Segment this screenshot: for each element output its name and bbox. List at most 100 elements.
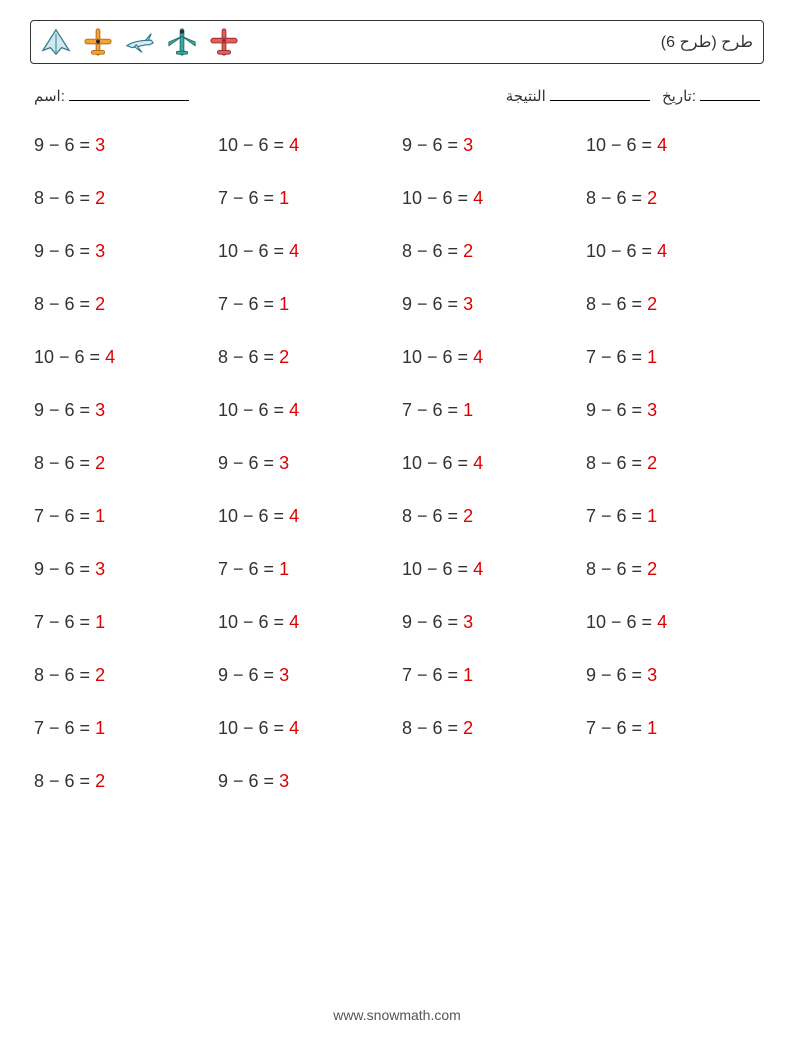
equation-text: 7 − 6 = bbox=[586, 347, 647, 367]
equation-text: 8 − 6 = bbox=[586, 559, 647, 579]
equation-text: 10 − 6 = bbox=[402, 559, 473, 579]
equation-cell: 10 − 6 = 4 bbox=[402, 559, 576, 580]
equation-text: 9 − 6 = bbox=[402, 612, 463, 632]
problem-grid: 9 − 6 = 3 10 − 6 = 4 9 − 6 = 3 10 − 6 = 4 8 … bbox=[30, 135, 764, 792]
equation-text: 7 − 6 = bbox=[218, 188, 279, 208]
equation-text: 8 − 6 = bbox=[586, 188, 647, 208]
equation-answer: 4 bbox=[289, 718, 299, 738]
equation-cell: 10 − 6 = 4 bbox=[586, 135, 760, 156]
equation-cell: 8 − 6 = 2 bbox=[34, 294, 208, 315]
equation-text: 9 − 6 = bbox=[402, 294, 463, 314]
plane-top-red-icon bbox=[209, 27, 239, 57]
equation-text: 10 − 6 = bbox=[402, 347, 473, 367]
equation-text: 9 − 6 = bbox=[218, 453, 279, 473]
footer-url: www.snowmath.com bbox=[0, 1007, 794, 1023]
equation-text: 8 − 6 = bbox=[402, 506, 463, 526]
equation-answer: 4 bbox=[473, 559, 483, 579]
equation-text: 10 − 6 = bbox=[402, 188, 473, 208]
equation-cell: 7 − 6 = 1 bbox=[586, 347, 760, 368]
equation-text: 10 − 6 = bbox=[218, 506, 289, 526]
equation-answer: 3 bbox=[279, 453, 289, 473]
equation-cell: 9 − 6 = 3 bbox=[586, 665, 760, 686]
equation-answer: 2 bbox=[463, 241, 473, 261]
equation-cell: 7 − 6 = 1 bbox=[586, 506, 760, 527]
equation-cell: 8 − 6 = 2 bbox=[218, 347, 392, 368]
meta-row: اسم: النتيجة تاريخ: bbox=[34, 86, 760, 105]
equation-text: 9 − 6 = bbox=[218, 665, 279, 685]
equation-cell: 7 − 6 = 1 bbox=[402, 400, 576, 421]
equation-text: 9 − 6 = bbox=[218, 771, 279, 791]
date-blank bbox=[700, 86, 760, 101]
equation-cell: 10 − 6 = 4 bbox=[402, 453, 576, 474]
equation-answer: 3 bbox=[463, 294, 473, 314]
equation-text: 8 − 6 = bbox=[586, 294, 647, 314]
equation-text: 8 − 6 = bbox=[34, 665, 95, 685]
equation-answer: 1 bbox=[95, 718, 105, 738]
name-label: اسم: bbox=[34, 88, 65, 105]
equation-text: 8 − 6 = bbox=[34, 771, 95, 791]
equation-answer: 2 bbox=[647, 453, 657, 473]
equation-text: 8 − 6 = bbox=[34, 453, 95, 473]
equation-text: 9 − 6 = bbox=[586, 400, 647, 420]
equation-answer: 3 bbox=[279, 665, 289, 685]
equation-answer: 4 bbox=[105, 347, 115, 367]
equation-cell: 9 − 6 = 3 bbox=[34, 559, 208, 580]
equation-cell: 10 − 6 = 4 bbox=[218, 241, 392, 262]
equation-cell: 9 − 6 = 3 bbox=[218, 665, 392, 686]
equation-cell: 8 − 6 = 2 bbox=[586, 294, 760, 315]
equation-answer: 4 bbox=[289, 612, 299, 632]
equation-text: 9 − 6 = bbox=[34, 559, 95, 579]
equation-answer: 1 bbox=[647, 347, 657, 367]
equation-cell: 10 − 6 = 4 bbox=[218, 612, 392, 633]
equation-answer: 4 bbox=[657, 241, 667, 261]
date-label: تاريخ: bbox=[662, 87, 696, 105]
equation-cell: 10 − 6 = 4 bbox=[586, 612, 760, 633]
equation-cell: 7 − 6 = 1 bbox=[34, 612, 208, 633]
equation-answer: 4 bbox=[657, 612, 667, 632]
equation-answer: 4 bbox=[289, 506, 299, 526]
header-icons bbox=[41, 27, 239, 57]
equation-text: 7 − 6 = bbox=[218, 559, 279, 579]
equation-text: 10 − 6 = bbox=[218, 400, 289, 420]
equation-answer: 2 bbox=[463, 506, 473, 526]
equation-cell: 9 − 6 = 3 bbox=[586, 400, 760, 421]
equation-answer: 4 bbox=[473, 453, 483, 473]
worksheet-title: (طرح (طرح 6 bbox=[661, 32, 753, 52]
equation-text: 9 − 6 = bbox=[402, 135, 463, 155]
score-label: النتيجة bbox=[506, 87, 546, 105]
equation-text: 8 − 6 = bbox=[586, 453, 647, 473]
equation-text: 10 − 6 = bbox=[402, 453, 473, 473]
equation-text: 7 − 6 = bbox=[218, 294, 279, 314]
equation-cell bbox=[586, 771, 760, 792]
equation-answer: 1 bbox=[463, 400, 473, 420]
equation-answer: 2 bbox=[95, 188, 105, 208]
equation-cell: 9 − 6 = 3 bbox=[34, 135, 208, 156]
equation-text: 7 − 6 = bbox=[34, 506, 95, 526]
equation-cell: 10 − 6 = 4 bbox=[586, 241, 760, 262]
equation-cell: 8 − 6 = 2 bbox=[34, 453, 208, 474]
plane-top-teal-icon bbox=[167, 27, 197, 57]
equation-cell: 8 − 6 = 2 bbox=[402, 506, 576, 527]
equation-cell: 8 − 6 = 2 bbox=[586, 559, 760, 580]
name-field: اسم: bbox=[34, 86, 189, 105]
equation-cell: 10 − 6 = 4 bbox=[218, 135, 392, 156]
equation-text: 7 − 6 = bbox=[34, 612, 95, 632]
equation-answer: 1 bbox=[279, 559, 289, 579]
equation-text: 10 − 6 = bbox=[218, 241, 289, 261]
equation-text: 10 − 6 = bbox=[34, 347, 105, 367]
equation-text: 10 − 6 = bbox=[586, 241, 657, 261]
equation-answer: 2 bbox=[95, 294, 105, 314]
equation-answer: 3 bbox=[647, 400, 657, 420]
equation-text: 8 − 6 = bbox=[402, 241, 463, 261]
equation-cell: 10 − 6 = 4 bbox=[218, 400, 392, 421]
equation-answer: 3 bbox=[95, 559, 105, 579]
equation-cell: 9 − 6 = 3 bbox=[218, 453, 392, 474]
equation-answer: 1 bbox=[647, 506, 657, 526]
equation-text: 7 − 6 = bbox=[402, 400, 463, 420]
equation-cell: 7 − 6 = 1 bbox=[218, 188, 392, 209]
equation-answer: 3 bbox=[95, 241, 105, 261]
equation-answer: 4 bbox=[289, 135, 299, 155]
equation-answer: 3 bbox=[463, 135, 473, 155]
equation-cell: 8 − 6 = 2 bbox=[586, 188, 760, 209]
equation-answer: 4 bbox=[473, 347, 483, 367]
